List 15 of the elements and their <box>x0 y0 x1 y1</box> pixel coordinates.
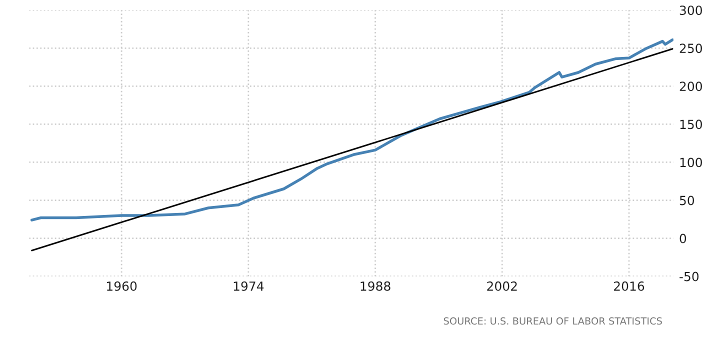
y-tick-label: 100 <box>680 158 702 168</box>
x-tick-label: 1988 <box>360 281 390 291</box>
x-tick-label: 2002 <box>487 281 517 291</box>
y-tick-label: 50 <box>680 196 694 206</box>
y-tick-label: 250 <box>680 44 702 54</box>
y-tick-label: 300 <box>680 6 702 16</box>
x-tick-label: 1960 <box>107 281 137 291</box>
y-tick-label: -50 <box>680 272 699 282</box>
line-series <box>30 38 674 222</box>
x-tick-label: 2016 <box>614 281 644 291</box>
source-note: SOURCE: U.S. BUREAU OF LABOR STATISTICS <box>444 317 662 325</box>
y-tick-label: 200 <box>680 82 702 92</box>
y-tick-label: 150 <box>680 120 702 130</box>
y-tick-label: 0 <box>680 234 686 244</box>
x-tick-label: 1974 <box>234 281 264 291</box>
